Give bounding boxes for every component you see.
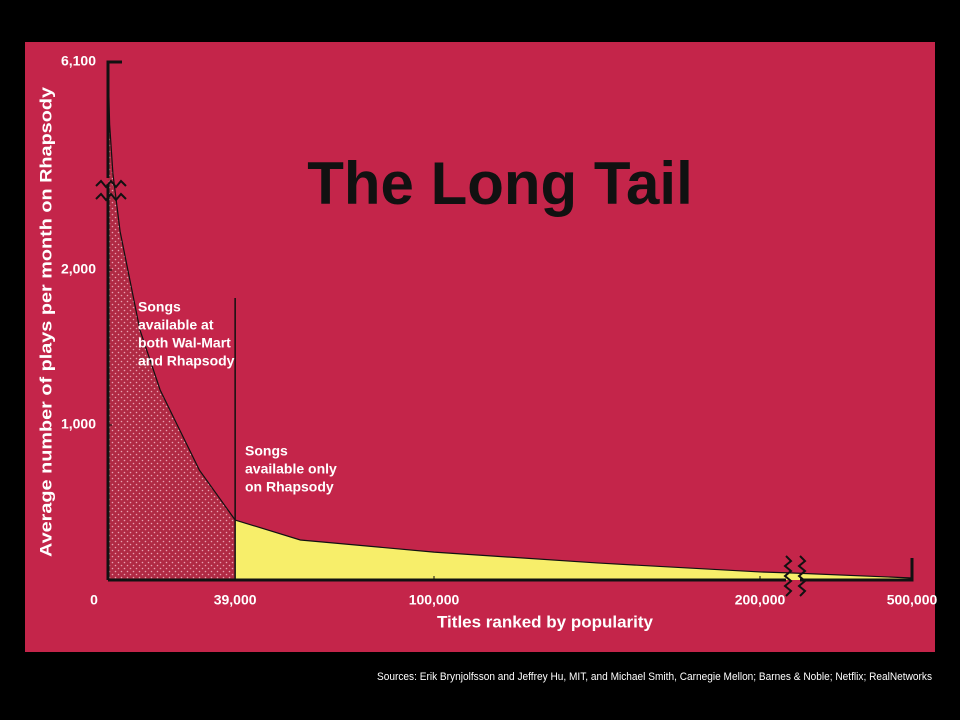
chart-title: The Long Tail	[307, 150, 693, 217]
x-tick-label: 0	[90, 592, 98, 608]
x-tick-label: 200,000	[735, 592, 786, 608]
x-tick-label: 100,000	[409, 592, 460, 608]
annotation: Songs	[245, 443, 288, 459]
x-tick-label: 39,000	[214, 592, 257, 608]
area	[108, 62, 236, 580]
y-tick-label: 2,000	[61, 261, 96, 277]
y-break	[95, 179, 127, 202]
curve	[234, 519, 913, 579]
y-tick-label: 6,100	[61, 53, 96, 69]
x-axis-label: Titles ranked by popularity	[437, 612, 654, 631]
annotation: available at	[138, 317, 214, 333]
x-tick-label: 500,000	[887, 592, 938, 608]
y-axis-label: Average number of plays per month on Rha…	[36, 86, 55, 557]
x-break	[783, 555, 807, 597]
curve	[107, 61, 236, 521]
annotation: Songs	[138, 299, 181, 315]
annotation: and Rhapsody	[138, 353, 235, 369]
annotation: available only	[245, 461, 337, 477]
area	[235, 520, 912, 580]
annotation: both Wal-Mart	[138, 335, 231, 351]
source: Sources: Erik Brynjolfsson and Jeffrey H…	[377, 671, 932, 683]
annotation: on Rhapsody	[245, 479, 334, 495]
y-tick-label: 1,000	[61, 416, 96, 432]
